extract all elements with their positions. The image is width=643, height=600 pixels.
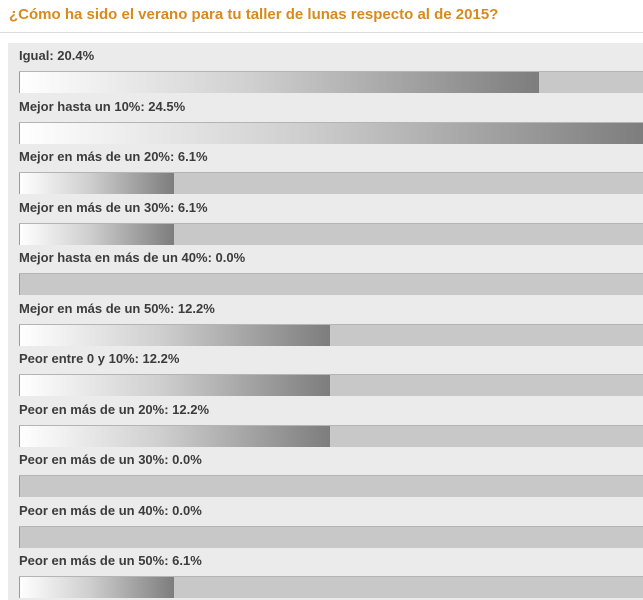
poll-option-bar xyxy=(19,526,20,548)
poll-option-track xyxy=(19,121,643,144)
poll-option-bar xyxy=(19,122,643,144)
poll-option: Mejor hasta en más de un 40%: 0.0% xyxy=(8,245,643,295)
poll-option: Peor en más de un 40%: 0.0% xyxy=(8,498,643,548)
poll-option-bar xyxy=(19,577,175,598)
poll-question: ¿Cómo ha sido el verano para tu taller d… xyxy=(9,6,499,23)
poll-option-bar xyxy=(19,375,330,396)
poll-option-track xyxy=(19,172,643,194)
title-divider xyxy=(0,32,643,33)
poll-option-label: Peor en más de un 20%: 12.2% xyxy=(19,401,210,417)
poll-option-bar xyxy=(19,324,330,346)
poll-option: Peor en más de un 50%: 6.1% xyxy=(8,548,643,598)
poll-option-bar xyxy=(19,173,175,194)
poll-option-bar xyxy=(19,274,20,295)
poll-option: Mejor en más de un 20%: 6.1% xyxy=(8,144,643,194)
poll-option-label: Mejor en más de un 20%: 6.1% xyxy=(19,149,208,164)
poll-option: Mejor hasta un 10%: 24.5% xyxy=(8,94,643,144)
poll-option-label: Mejor en más de un 30%: 6.1% xyxy=(19,199,208,215)
poll-option-track xyxy=(19,576,643,598)
results-list: Igual: 20.4% Mejor hasta un 10%: 24.5% Mej… xyxy=(8,43,643,600)
poll-option-track xyxy=(19,71,643,93)
poll-option-bar xyxy=(19,425,330,447)
poll-option-track xyxy=(19,323,643,346)
poll-option-track xyxy=(19,424,643,447)
poll-option-track xyxy=(19,222,643,245)
poll-option: Igual: 20.4% xyxy=(8,43,643,93)
poll-option-label: Igual: 20.4% xyxy=(19,48,95,63)
poll-option: Peor entre 0 y 10%: 12.2% xyxy=(8,346,643,396)
poll-option: Mejor en más de un 50%: 12.2% xyxy=(8,296,643,346)
poll-option-label: Mejor en más de un 50%: 12.2% xyxy=(19,300,215,316)
poll-option-label: Peor entre 0 y 10%: 12.2% xyxy=(19,351,180,366)
poll-option-bar xyxy=(19,223,175,245)
poll-option-bar xyxy=(19,72,539,93)
poll-option-bar xyxy=(19,476,20,497)
poll-option: Mejor en más de un 30%: 6.1% xyxy=(8,195,643,245)
poll-option-label: Peor en más de un 40%: 0.0% xyxy=(19,502,202,518)
poll-option-label: Mejor hasta un 10%: 24.5% xyxy=(19,98,186,114)
poll-option: Peor en más de un 30%: 0.0% xyxy=(8,447,643,497)
poll-option-track xyxy=(19,273,643,295)
poll-option-track xyxy=(19,525,643,548)
poll-option-track xyxy=(19,475,643,497)
poll-option-label: Peor en más de un 30%: 0.0% xyxy=(19,452,202,467)
poll-option: Peor en más de un 20%: 12.2% xyxy=(8,397,643,447)
poll-option-label: Peor en más de un 50%: 6.1% xyxy=(19,553,202,568)
poll-option-track xyxy=(19,374,643,396)
poll-option-label: Mejor hasta en más de un 40%: 0.0% xyxy=(19,250,246,265)
